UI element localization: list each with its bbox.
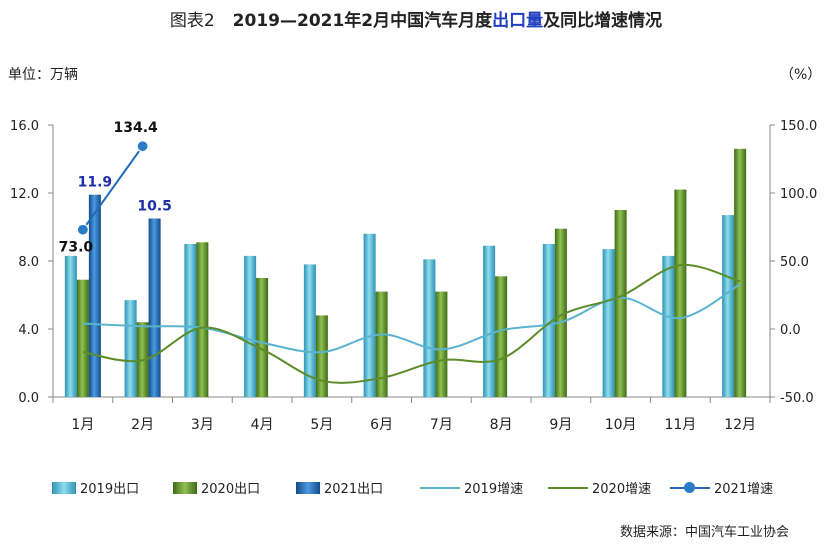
right-tick-label: 0.0 <box>780 323 801 338</box>
x-tick-label: 5月 <box>310 417 333 433</box>
left-tick-label: 12.0 <box>10 187 39 202</box>
bar-2019出口 <box>722 215 735 397</box>
legend-label: 2021出口 <box>324 482 384 497</box>
title-prefix: 2019—2021年2月中国汽车月度 <box>232 11 493 31</box>
legend-label: 2021增速 <box>714 482 774 497</box>
left-tick-label: 0.0 <box>18 391 39 406</box>
bar-2019出口 <box>363 233 376 397</box>
legend-label: 2020出口 <box>201 482 261 497</box>
legend-label: 2019增速 <box>464 482 524 497</box>
legend-item: 2020出口 <box>173 478 260 497</box>
line-2021增速 <box>82 145 144 231</box>
legend-item: 2019增速 <box>420 478 523 497</box>
legend-swatch <box>173 481 197 494</box>
bar-2019出口 <box>244 255 257 397</box>
x-tick-label: 12月 <box>724 417 756 433</box>
x-tick-label: 1月 <box>71 417 94 433</box>
legend-item: 2021出口 <box>296 478 383 497</box>
bar-2019出口 <box>602 249 615 397</box>
legend-label: 2019出口 <box>80 482 140 497</box>
bar-2020出口 <box>256 278 269 397</box>
bar-2020出口 <box>76 279 89 397</box>
bar-2019出口 <box>483 245 496 397</box>
x-tick-label: 7月 <box>430 417 453 433</box>
data-label: 73.0 <box>59 240 94 256</box>
legend: 2019出口 2020出口 2021出口 2019增速 2020增速 2021增速 <box>0 478 832 500</box>
bar-2020出口 <box>495 276 508 397</box>
x-tick-label: 9月 <box>549 417 572 433</box>
source-note: 数据来源：中国汽车工业协会 <box>620 525 790 540</box>
legend-item: 2021增速 <box>670 478 773 497</box>
bar-2021出口 <box>88 194 101 397</box>
bar-2020出口 <box>196 242 209 397</box>
bar-2020出口 <box>375 291 388 397</box>
title-suffix: 及同比增速情况 <box>543 11 663 31</box>
data-label: 11.9 <box>78 175 113 191</box>
marker-2021增速 <box>136 140 149 153</box>
x-tick-label: 3月 <box>191 417 214 433</box>
right-tick-label: 50.0 <box>780 255 809 270</box>
right-tick-label: 100.0 <box>780 187 817 202</box>
legend-label: 2020增速 <box>592 482 652 497</box>
bar-2019出口 <box>124 300 137 397</box>
legend-swatch <box>420 482 460 494</box>
legend-item: 2019出口 <box>52 478 139 497</box>
right-axis-unit: （%） <box>780 67 822 83</box>
x-tick-label: 10月 <box>605 417 637 433</box>
data-label: 10.5 <box>137 199 172 215</box>
chart-area: 0.0 4.0 8.0 12.0 16.0 -50.0 0.0 50.0 100.0 150.0 1… <box>10 119 817 433</box>
title-highlight: 出口量 <box>492 11 544 31</box>
data-label: 134.4 <box>113 120 158 136</box>
legend-swatch <box>548 482 588 494</box>
figure-label: 图表2 <box>169 11 215 31</box>
x-tick-label: 8月 <box>490 417 513 433</box>
bar-2020出口 <box>554 228 567 397</box>
x-tick-label: 4月 <box>251 417 274 433</box>
right-tick-label: 150.0 <box>780 119 817 134</box>
chart-title: 图表2 2019—2021年2月中国汽车月度出口量及同比增速情况 <box>0 6 832 31</box>
marker-2021增速 <box>76 223 89 236</box>
bar-2020出口 <box>435 291 448 397</box>
bar-2019出口 <box>303 264 316 397</box>
legend-swatch <box>52 481 76 494</box>
bar-2019出口 <box>423 259 436 397</box>
bar-2019出口 <box>64 255 77 397</box>
left-tick-label: 8.0 <box>18 255 39 270</box>
x-tick-label: 2月 <box>131 417 154 433</box>
x-tick-label: 6月 <box>370 417 393 433</box>
left-axis-unit: 单位：万辆 <box>8 67 78 83</box>
legend-swatch <box>296 481 320 494</box>
x-tick-label: 11月 <box>664 417 696 433</box>
left-tick-label: 16.0 <box>10 119 39 134</box>
bar-2020出口 <box>674 189 687 397</box>
bar-2019出口 <box>542 244 555 397</box>
bar-2019出口 <box>662 255 675 397</box>
bar-2020出口 <box>734 148 747 397</box>
line-2020增速 <box>82 263 741 384</box>
legend-swatch <box>670 481 710 494</box>
right-tick-label: -50.0 <box>780 391 814 406</box>
line-2019增速 <box>82 283 741 354</box>
bar-2019出口 <box>184 244 197 397</box>
legend-item: 2020增速 <box>548 478 651 497</box>
left-tick-label: 4.0 <box>18 323 39 338</box>
bar-2020出口 <box>614 210 627 397</box>
bar-2020出口 <box>315 315 328 397</box>
bar-2021出口 <box>148 218 161 397</box>
